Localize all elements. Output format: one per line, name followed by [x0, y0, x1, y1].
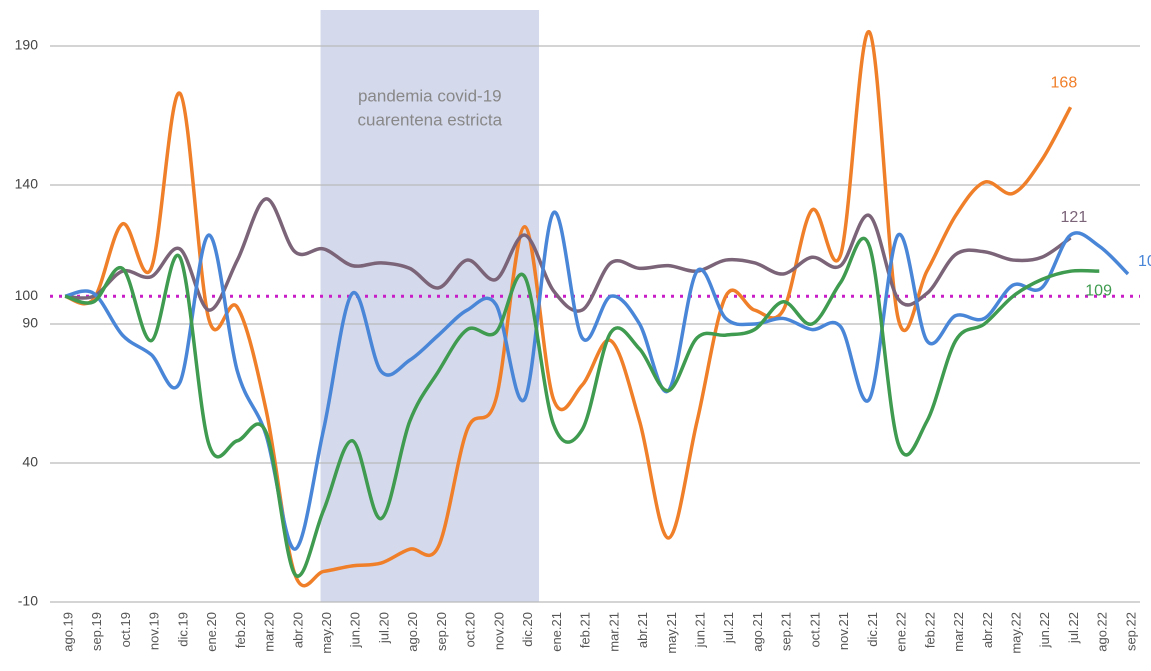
x-tick-label: mar.20 [262, 612, 277, 652]
x-tick-label: ago.20 [405, 612, 420, 652]
x-tick-label: ene.20 [204, 612, 219, 652]
x-tick-label: jul.22 [1066, 612, 1081, 644]
x-tick-label: may.22 [1009, 612, 1024, 654]
x-tick-label: dic.20 [520, 612, 535, 647]
x-tick-label: ene.22 [894, 612, 909, 652]
shade-region [320, 10, 540, 602]
x-tick-label: dic.21 [865, 612, 880, 647]
x-tick-label: oct.21 [807, 612, 822, 647]
x-tick-label: abr.22 [980, 612, 995, 648]
x-tick-label: feb.21 [578, 612, 593, 648]
x-tick-label: nov.21 [836, 612, 851, 650]
x-tick-label: abr.20 [290, 612, 305, 648]
end-label: 121 [1061, 209, 1088, 226]
y-tick-label: 140 [15, 176, 39, 192]
x-tick-label: jun.21 [692, 612, 707, 648]
annotation: pandemia covid-19 [358, 86, 502, 105]
y-tick-label: 100 [15, 287, 39, 303]
x-tick-label: feb.20 [233, 612, 248, 648]
series-line [64, 30, 1073, 588]
x-tick-label: ago.21 [750, 612, 765, 652]
x-tick-label: feb.22 [922, 612, 937, 648]
y-tick-label: 90 [22, 315, 38, 331]
x-tick-label: ene.21 [549, 612, 564, 652]
x-tick-label: jul.21 [721, 612, 736, 644]
x-tick-label: may.21 [664, 612, 679, 654]
x-tick-label: oct.19 [118, 612, 133, 647]
y-tick-label: -10 [18, 593, 38, 609]
x-tick-label: jun.20 [348, 612, 363, 648]
x-tick-label: nov.19 [147, 612, 162, 650]
series-line [64, 210, 1130, 551]
x-tick-label: sep.20 [434, 612, 449, 651]
x-tick-label: dic.19 [175, 612, 190, 647]
series-line [64, 236, 1100, 578]
x-tick-label: nov.20 [491, 612, 506, 650]
end-label: 168 [1051, 74, 1078, 91]
x-tick-label: sep.19 [89, 612, 104, 651]
series-line [64, 197, 1072, 313]
x-tick-label: jul.20 [376, 612, 391, 644]
x-tick-label: mar.22 [951, 612, 966, 652]
x-tick-label: ago.19 [60, 612, 75, 652]
y-tick-label: 190 [15, 37, 39, 53]
x-tick-label: mar.21 [606, 612, 621, 652]
x-tick-label: sep.21 [779, 612, 794, 651]
x-tick-label: jun.22 [1037, 612, 1052, 648]
end-label: 108 [1138, 253, 1151, 270]
x-tick-label: sep.22 [1123, 612, 1138, 651]
x-tick-label: may.20 [319, 612, 334, 654]
y-tick-label: 40 [22, 454, 38, 470]
x-tick-label: abr.21 [635, 612, 650, 648]
x-tick-label: oct.20 [463, 612, 478, 647]
end-label: 109 [1085, 282, 1112, 299]
x-tick-label: ago.22 [1095, 612, 1110, 652]
annotation: cuarentena estricta [358, 110, 503, 129]
